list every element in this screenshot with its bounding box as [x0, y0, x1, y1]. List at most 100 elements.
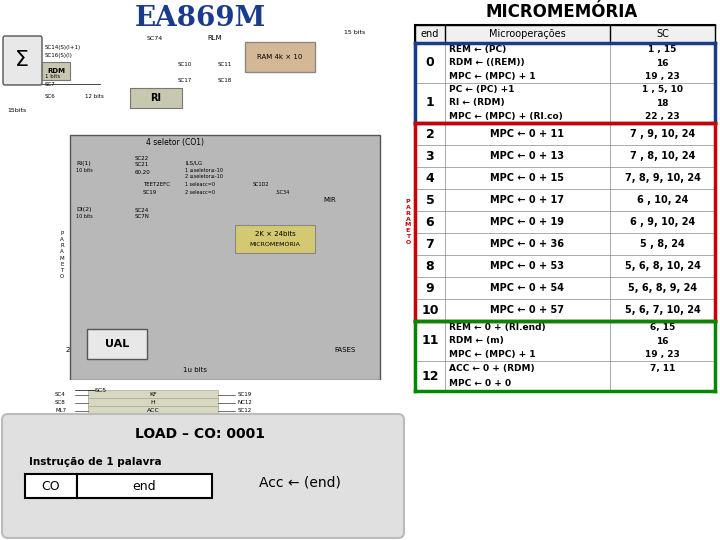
Text: 1u bits: 1u bits: [183, 367, 207, 373]
Text: DI(2): DI(2): [76, 207, 91, 213]
Text: MPC ← (MPC) + 1: MPC ← (MPC) + 1: [449, 72, 536, 81]
Text: MPC ← (MPC) + 1: MPC ← (MPC) + 1: [449, 350, 536, 359]
Text: ACC ← 0 + (RDM): ACC ← 0 + (RDM): [449, 364, 535, 373]
Text: SC19: SC19: [238, 393, 252, 397]
Text: SC18: SC18: [218, 78, 232, 83]
Bar: [245, 42, 315, 72]
Text: MICROMEMÓRIA: MICROMEMÓRIA: [486, 3, 638, 21]
Text: Microoperações: Microoperações: [489, 29, 566, 39]
Text: PC ← (PC) +1: PC ← (PC) +1: [449, 85, 515, 94]
Text: SC11: SC11: [218, 63, 232, 68]
Bar: [415, 43, 715, 83]
Bar: [235, 225, 315, 253]
Text: 16: 16: [656, 58, 669, 68]
Bar: [415, 321, 715, 361]
Text: RDM ← ((REM)): RDM ← ((REM)): [449, 58, 525, 68]
FancyBboxPatch shape: [87, 329, 147, 359]
Text: 10: 10: [421, 303, 438, 316]
Text: P
A
R
A
M
E
T
O: P A R A M E T O: [405, 199, 411, 245]
Text: RI ← (RDM): RI ← (RDM): [449, 98, 505, 107]
Text: 7 , 9, 10, 24: 7 , 9, 10, 24: [630, 129, 695, 139]
Bar: [25, 474, 77, 498]
Bar: [415, 211, 715, 233]
Text: MPC ← 0 + 0: MPC ← 0 + 0: [449, 379, 511, 388]
Text: SC74: SC74: [147, 36, 163, 40]
Text: SC5: SC5: [95, 388, 107, 393]
Text: 1 , 5, 10: 1 , 5, 10: [642, 85, 683, 94]
Bar: [88, 406, 218, 416]
Bar: [415, 25, 715, 391]
Text: end: end: [132, 480, 156, 492]
Bar: [415, 83, 715, 123]
Text: 10 bits: 10 bits: [76, 214, 93, 219]
Bar: [5, 380, 400, 415]
Text: SC4: SC4: [55, 393, 66, 397]
Text: 12: 12: [421, 369, 438, 382]
Text: MPC ← 0 + 19: MPC ← 0 + 19: [490, 217, 564, 227]
Text: MPC ← 0 + 15: MPC ← 0 + 15: [490, 173, 564, 183]
Text: MPC ← 0 + 17: MPC ← 0 + 17: [490, 195, 564, 205]
Text: TEET2EFC: TEET2EFC: [143, 183, 170, 187]
Bar: [5, 30, 400, 145]
Text: SC24: SC24: [135, 207, 149, 213]
Text: NC12: NC12: [238, 401, 253, 406]
Text: 19 , 23: 19 , 23: [645, 350, 680, 359]
Text: 16: 16: [656, 336, 669, 346]
Text: 5, 6, 8, 9, 24: 5, 6, 8, 9, 24: [628, 283, 697, 293]
Text: 8: 8: [426, 260, 434, 273]
Text: RI(1): RI(1): [76, 160, 91, 165]
Text: SC17: SC17: [178, 78, 192, 83]
Text: 60.20: 60.20: [135, 170, 150, 174]
Bar: [415, 361, 715, 391]
Text: Instrução de 1 palavra: Instrução de 1 palavra: [29, 457, 161, 467]
Text: .SC34: .SC34: [275, 190, 289, 194]
Text: LOAD – CO: 0001: LOAD – CO: 0001: [135, 427, 265, 441]
Text: 5 , 8, 24: 5 , 8, 24: [640, 239, 685, 249]
Text: 18: 18: [656, 98, 669, 107]
Text: SC10: SC10: [178, 63, 192, 68]
Text: 2: 2: [66, 347, 70, 353]
Text: 3: 3: [426, 150, 434, 163]
Bar: [415, 255, 715, 277]
Text: KF: KF: [149, 393, 157, 397]
Text: 6 , 10, 24: 6 , 10, 24: [636, 195, 688, 205]
Text: RDM ← (m): RDM ← (m): [449, 336, 504, 346]
Text: H: H: [150, 401, 156, 406]
FancyBboxPatch shape: [3, 36, 42, 85]
Bar: [415, 233, 715, 255]
Bar: [88, 414, 218, 424]
Text: RLM: RLM: [207, 35, 222, 41]
Text: 15bits: 15bits: [7, 107, 26, 112]
Text: 6: 6: [426, 215, 434, 228]
Text: CO: CO: [42, 480, 60, 492]
Text: Acc ← (end): Acc ← (end): [259, 476, 341, 490]
Text: SC8: SC8: [55, 401, 66, 406]
Text: SC21: SC21: [135, 163, 149, 167]
Text: 2: 2: [426, 127, 434, 140]
Text: 6, 15: 6, 15: [650, 323, 675, 332]
Text: 2 seleacc=0: 2 seleacc=0: [185, 190, 215, 194]
Text: 11: 11: [421, 334, 438, 348]
Text: MICROMEMÓRIA: MICROMEMÓRIA: [250, 241, 300, 246]
Bar: [70, 135, 380, 380]
Bar: [415, 299, 715, 321]
Text: SC6: SC6: [45, 93, 55, 98]
Text: 1: 1: [426, 97, 434, 110]
Text: 0: 0: [426, 57, 434, 70]
Text: MIR: MIR: [323, 197, 336, 203]
Bar: [130, 88, 182, 108]
Bar: [77, 474, 212, 498]
Text: 6 , 9, 10, 24: 6 , 9, 10, 24: [630, 217, 695, 227]
Text: ILS/LG: ILS/LG: [185, 160, 202, 165]
Text: 4 seletor (CO1): 4 seletor (CO1): [146, 138, 204, 147]
Text: SC19: SC19: [143, 191, 157, 195]
Text: SC7: SC7: [45, 82, 55, 86]
Text: 12 bits: 12 bits: [85, 93, 104, 98]
Text: SC16(S)(I): SC16(S)(I): [45, 53, 73, 58]
Text: 15 bits: 15 bits: [344, 30, 366, 36]
Text: 5, 6, 8, 10, 24: 5, 6, 8, 10, 24: [624, 261, 701, 271]
Text: end: end: [420, 29, 439, 39]
FancyBboxPatch shape: [2, 414, 404, 538]
Text: 1 , 15: 1 , 15: [648, 45, 677, 54]
Text: RDM: RDM: [47, 68, 65, 74]
